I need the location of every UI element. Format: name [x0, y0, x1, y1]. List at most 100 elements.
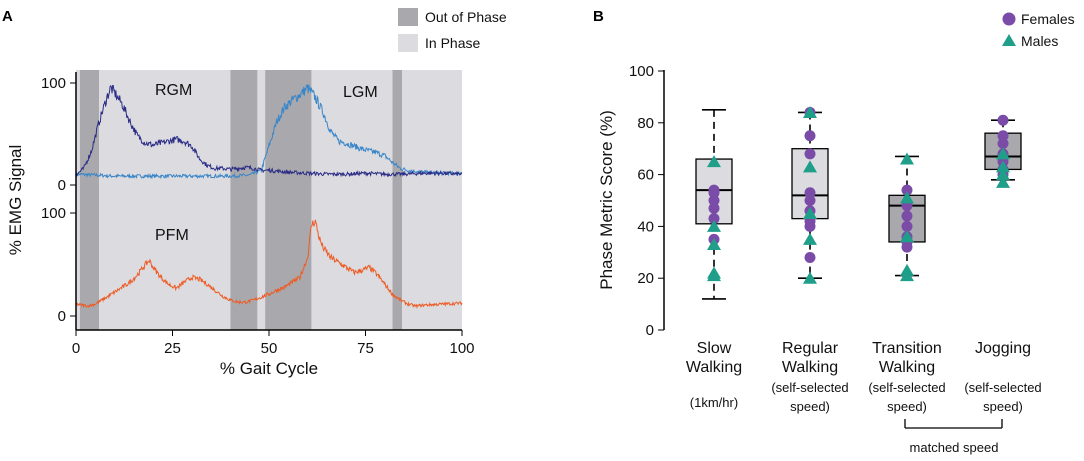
category-sub2: speed) — [887, 399, 927, 414]
box-transition-walking — [888, 152, 926, 282]
phase-band-in-6 — [311, 70, 393, 330]
panel-a-label: A — [2, 8, 13, 25]
series-label-pfm: PFM — [155, 227, 189, 244]
male-point — [996, 147, 1010, 160]
y-tick-label-bottom-100: 100 — [41, 205, 66, 222]
category-sub2: speed) — [983, 399, 1023, 414]
male-point — [803, 271, 817, 284]
male-point — [707, 155, 721, 168]
female-point — [804, 220, 816, 232]
x-tick-label-75: 75 — [357, 340, 374, 357]
category-label-line2: Walking — [686, 359, 742, 376]
male-point — [803, 232, 817, 245]
phase-bands — [76, 70, 462, 330]
male-point — [996, 160, 1010, 173]
series-line-rgm — [75, 84, 463, 178]
legend-swatch-in-phase — [398, 34, 418, 52]
legend-label-in-phase: In Phase — [425, 35, 480, 51]
male-point — [900, 191, 914, 204]
male-point — [707, 238, 721, 251]
y-tick-label-bottom-0: 0 — [58, 308, 66, 325]
female-point — [708, 195, 720, 206]
bracket-label: matched speed — [910, 440, 999, 455]
male-point — [900, 152, 914, 165]
male-point — [707, 219, 721, 232]
female-point — [804, 195, 816, 206]
category-label-line2: Walking — [782, 359, 838, 376]
category-label-line2: Walking — [879, 359, 935, 376]
category-label-line1: Slow — [697, 340, 732, 357]
category-sub2: speed) — [790, 399, 830, 414]
y-tick-label-b-20: 20 — [637, 270, 654, 287]
box-jogging — [984, 114, 1022, 188]
male-point — [707, 269, 721, 282]
female-point — [901, 241, 913, 253]
phase-band-out-5 — [265, 70, 312, 330]
category-label-line1: Regular — [782, 340, 839, 357]
phase-band-in-0 — [76, 70, 80, 330]
x-tick-label-100: 100 — [449, 340, 474, 357]
phase-band-out-1 — [79, 70, 100, 330]
female-point — [804, 251, 816, 263]
female-point — [708, 187, 720, 199]
x-axis-title: % Gait Cycle — [220, 359, 318, 378]
male-point — [803, 160, 817, 173]
male-point — [803, 105, 817, 118]
category-labels: Slow Walking (1km/hr) Regular Walking (self-s… — [686, 340, 1042, 414]
legend-swatch-out-of-phase — [398, 8, 418, 26]
male-point — [900, 269, 914, 282]
box-plots — [695, 105, 1022, 300]
female-point — [997, 130, 1009, 142]
male-point — [996, 168, 1010, 181]
female-point — [901, 220, 913, 232]
series-line-lgm — [75, 84, 463, 180]
panel-a-legend: Out of Phase In Phase — [398, 8, 507, 52]
female-point — [901, 210, 913, 222]
y-axis-title: % EMG Signal — [6, 145, 25, 256]
female-point — [804, 130, 816, 142]
phase-band-out-3 — [230, 70, 258, 330]
legend-label-out-of-phase: Out of Phase — [425, 9, 507, 25]
category-sub1: (self-selected — [964, 380, 1041, 395]
category-label-line1: Transition — [872, 340, 942, 357]
female-point — [997, 138, 1009, 150]
matched-speed-bracket: matched speed — [904, 419, 1003, 455]
x-tick-label-0: 0 — [72, 340, 80, 357]
legend-marker-males — [1002, 34, 1016, 46]
legend-label-males: Males — [1021, 33, 1058, 49]
x-axis-ticks: 0 25 50 75 100 — [72, 330, 475, 357]
series-line-pfm — [75, 219, 463, 310]
legend-marker-females — [1002, 12, 1016, 26]
panel-b-axes: 0 20 40 60 80 100 — [629, 63, 665, 339]
y-tick-label-b-40: 40 — [637, 218, 654, 235]
category-sub1: (self-selected — [771, 380, 848, 395]
female-point — [901, 184, 913, 196]
female-point — [804, 187, 816, 199]
panel-a-axes: 100 0 100 0 — [41, 72, 462, 331]
male-point — [996, 175, 1010, 188]
category-sub1: (1km/hr) — [690, 395, 738, 410]
category-label-line1: Jogging — [975, 340, 1031, 357]
series-label-lgm: LGM — [343, 84, 378, 101]
y-tick-label-top-0: 0 — [58, 177, 66, 194]
y-axis-title-b: Phase Metric Score (%) — [597, 110, 616, 290]
x-tick-label-25: 25 — [164, 340, 181, 357]
category-sub1: (self-selected — [868, 380, 945, 395]
female-point — [708, 202, 720, 214]
phase-band-out-7 — [392, 70, 403, 330]
female-point — [804, 148, 816, 160]
y-tick-label-top-100: 100 — [41, 75, 66, 92]
male-point — [803, 206, 817, 219]
phase-band-in-2 — [99, 70, 231, 330]
x-tick-label-50: 50 — [261, 340, 278, 357]
female-point — [708, 213, 720, 225]
y-tick-label-b-0: 0 — [646, 322, 654, 339]
y-tick-label-b-80: 80 — [637, 115, 654, 132]
series-label-rgm: RGM — [155, 82, 192, 99]
phase-band-in-8 — [402, 70, 462, 330]
male-point — [900, 230, 914, 243]
phase-band-in-4 — [257, 70, 266, 330]
box-slow-walking — [695, 109, 733, 300]
box-regular-walking — [791, 105, 829, 284]
